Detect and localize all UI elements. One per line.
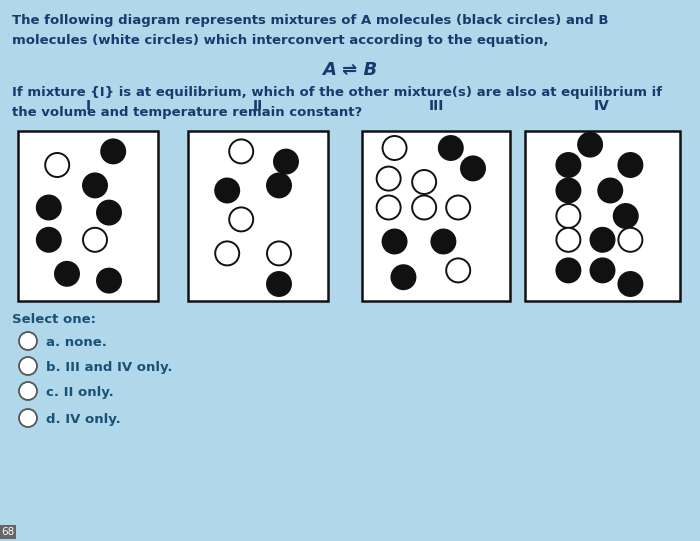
Ellipse shape <box>97 268 121 293</box>
Ellipse shape <box>83 228 107 252</box>
Ellipse shape <box>618 153 643 177</box>
Ellipse shape <box>412 195 436 220</box>
Ellipse shape <box>274 150 298 174</box>
Ellipse shape <box>556 204 580 228</box>
Text: Select one:: Select one: <box>12 313 96 326</box>
Ellipse shape <box>431 229 456 254</box>
Ellipse shape <box>591 228 615 252</box>
Ellipse shape <box>267 272 291 296</box>
Ellipse shape <box>37 195 61 220</box>
Ellipse shape <box>556 228 580 252</box>
Ellipse shape <box>598 179 622 202</box>
Text: d. IV only.: d. IV only. <box>46 413 120 426</box>
Ellipse shape <box>461 156 485 180</box>
Text: a. none.: a. none. <box>46 336 107 349</box>
Ellipse shape <box>55 262 79 286</box>
Ellipse shape <box>618 228 643 252</box>
Ellipse shape <box>578 133 602 156</box>
Ellipse shape <box>556 179 580 202</box>
Ellipse shape <box>391 265 415 289</box>
Circle shape <box>19 357 37 375</box>
Circle shape <box>19 409 37 427</box>
Text: I: I <box>85 99 90 113</box>
Ellipse shape <box>102 140 125 163</box>
Ellipse shape <box>46 153 69 177</box>
Ellipse shape <box>83 174 107 197</box>
Ellipse shape <box>37 228 61 252</box>
FancyBboxPatch shape <box>188 131 328 301</box>
Ellipse shape <box>614 204 638 228</box>
Ellipse shape <box>446 259 470 282</box>
FancyBboxPatch shape <box>525 131 680 301</box>
Ellipse shape <box>618 272 643 296</box>
Text: The following diagram represents mixtures of A molecules (black circles) and B: The following diagram represents mixture… <box>12 14 608 27</box>
FancyBboxPatch shape <box>362 131 510 301</box>
Circle shape <box>19 382 37 400</box>
Ellipse shape <box>383 136 407 160</box>
Ellipse shape <box>377 195 400 220</box>
Text: If mixture {I} is at equilibrium, which of the other mixture(s) are also at equi: If mixture {I} is at equilibrium, which … <box>12 86 662 99</box>
Ellipse shape <box>377 167 400 190</box>
Ellipse shape <box>412 170 436 194</box>
Text: IV: IV <box>594 99 610 113</box>
FancyBboxPatch shape <box>18 131 158 301</box>
Ellipse shape <box>267 174 291 197</box>
Text: 68: 68 <box>1 527 14 537</box>
Circle shape <box>19 332 37 350</box>
Ellipse shape <box>556 153 580 177</box>
Ellipse shape <box>215 179 239 202</box>
Text: II: II <box>253 99 263 113</box>
Text: III: III <box>428 99 444 113</box>
Ellipse shape <box>591 259 615 282</box>
Ellipse shape <box>439 136 463 160</box>
Ellipse shape <box>267 241 291 266</box>
Ellipse shape <box>383 229 407 254</box>
Ellipse shape <box>215 241 239 266</box>
Ellipse shape <box>97 201 121 225</box>
Ellipse shape <box>229 207 253 232</box>
Text: A ⇌ B: A ⇌ B <box>323 61 377 79</box>
Text: c. II only.: c. II only. <box>46 386 113 399</box>
Text: molecules (white circles) which interconvert according to the equation,: molecules (white circles) which intercon… <box>12 34 549 47</box>
Text: b. III and IV only.: b. III and IV only. <box>46 361 172 374</box>
Text: the volume and temperature remain constant?: the volume and temperature remain consta… <box>12 106 363 119</box>
Ellipse shape <box>446 195 470 220</box>
Ellipse shape <box>229 140 253 163</box>
Ellipse shape <box>556 259 580 282</box>
